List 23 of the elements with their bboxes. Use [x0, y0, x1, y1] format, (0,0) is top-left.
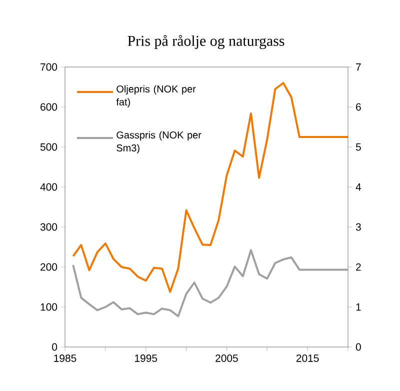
y-tick-label: 700	[40, 63, 58, 71]
y-tick-label: 100	[40, 303, 58, 311]
y-tick-label: 500	[40, 143, 58, 151]
x-tick-label: 1985	[54, 354, 76, 362]
chart-title: Pris på råolje og naturgass	[128, 34, 284, 50]
y-tick-label: 0	[52, 343, 58, 351]
y2-tick-label: 1	[356, 303, 361, 311]
x-tick-label: 1995	[135, 354, 158, 362]
legend-label: Gasspris (NOK per Sm3)	[116, 131, 202, 154]
x-tick-label: 2015	[296, 354, 319, 362]
legend-label: Oljepris (NOK per fat)	[116, 85, 196, 108]
y2-tick-label: 2	[356, 263, 361, 271]
y2-tick-label: 5	[356, 143, 361, 151]
y2-tick-label: 4	[356, 183, 362, 191]
y2-tick-label: 0	[356, 343, 361, 351]
y-tick-label: 200	[40, 263, 58, 271]
y2-tick-label: 7	[356, 63, 361, 71]
y2-tick-label: 3	[356, 223, 361, 231]
y-tick-label: 400	[40, 183, 58, 191]
y-tick-label: 600	[40, 103, 58, 111]
y2-tick-label: 6	[356, 103, 361, 111]
x-tick-label: 2005	[216, 354, 238, 362]
y-tick-label: 300	[40, 223, 58, 231]
